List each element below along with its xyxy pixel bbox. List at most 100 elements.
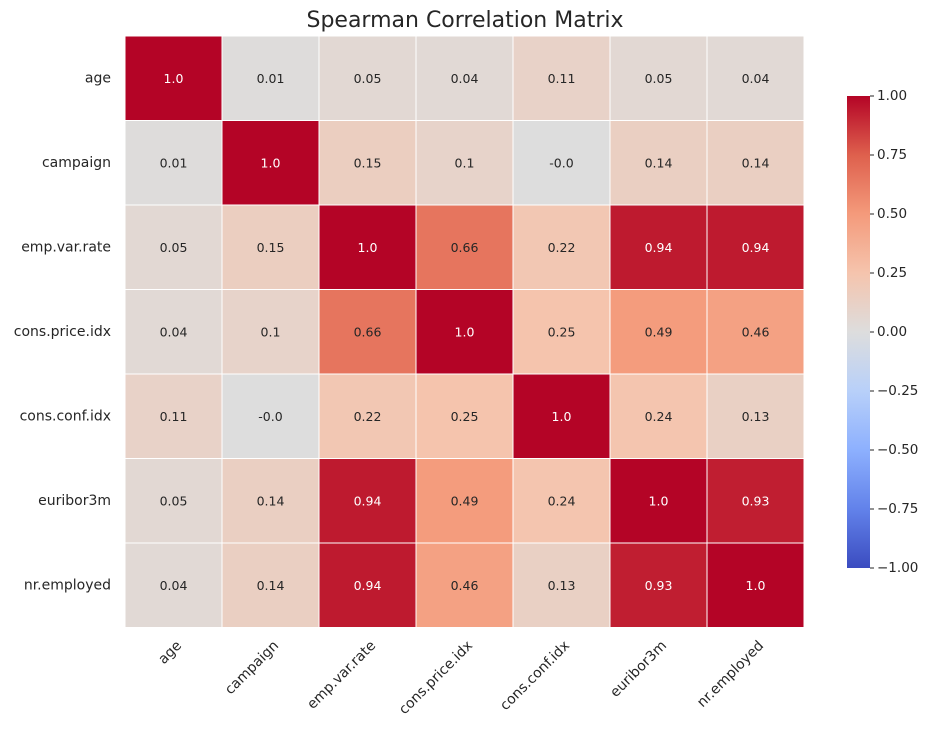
cell-value-label: 0.11 (548, 71, 576, 86)
cell-value-label: 1.0 (455, 324, 475, 339)
heatmap-cell-nr.employed-emp.var.rate (318, 542, 417, 628)
cell-value-label: 0.94 (742, 240, 770, 255)
colorbar-tick-label: −0.50 (877, 442, 918, 458)
cell-value-label: -0.0 (549, 155, 573, 170)
heatmap-cell-euribor3m-emp.var.rate (318, 458, 417, 544)
heatmap-cell-campaign-cons.conf.idx (512, 120, 611, 206)
x-tick-label: campaign (222, 638, 282, 698)
heatmap-cell-euribor3m-cons.price.idx (415, 458, 514, 544)
heatmap-cell-labels: 1.0 0.01 0.05 0.04 0.11 0.05 0.04 0.01 1.0 0.15 0.… (160, 71, 770, 593)
colorbar-tick-label: 0.00 (877, 324, 907, 340)
cell-value-label: 0.1 (261, 324, 281, 339)
cell-value-label: 0.66 (354, 324, 382, 339)
colorbar (847, 96, 870, 568)
cell-value-label: 0.14 (257, 578, 285, 593)
cell-value-label: 0.05 (160, 240, 188, 255)
x-tick-label: age (155, 638, 185, 668)
cell-value-label: 0.05 (354, 71, 382, 86)
cell-value-label: 0.11 (160, 409, 188, 424)
heatmap-cell-emp.var.rate-cons.price.idx (415, 204, 514, 290)
x-tick-label: cons.conf.idx (497, 638, 573, 714)
x-tick-label: emp.var.rate (304, 638, 379, 713)
y-tick-label: campaign (42, 155, 111, 171)
heatmap-cell-campaign-emp.var.rate (318, 120, 417, 206)
colorbar-tick-label: 1.00 (877, 88, 907, 104)
heatmap-cells (124, 35, 805, 628)
heatmap-cell-emp.var.rate-campaign (221, 204, 320, 290)
cell-value-label: -0.0 (258, 409, 282, 424)
heatmap-cell-emp.var.rate-emp.var.rate (318, 204, 417, 290)
heatmap-cell-cons.conf.idx-emp.var.rate (318, 373, 417, 459)
cell-value-label: 0.13 (548, 578, 576, 593)
heatmap-cell-euribor3m-campaign (221, 458, 320, 544)
cell-value-label: 1.0 (358, 240, 378, 255)
heatmap-cell-campaign-nr.employed (706, 120, 805, 206)
cell-value-label: 1.0 (649, 493, 669, 508)
heatmap-cell-age-age (124, 35, 223, 121)
heatmap-cell-age-emp.var.rate (318, 35, 417, 121)
cell-value-label: 0.04 (742, 71, 770, 86)
heatmap-cell-euribor3m-nr.employed (706, 458, 805, 544)
y-tick-label: cons.conf.idx (20, 408, 111, 424)
cell-value-label: 0.1 (455, 155, 475, 170)
cell-value-label: 0.04 (160, 324, 188, 339)
cell-value-label: 1.0 (164, 71, 184, 86)
cell-value-label: 0.05 (160, 493, 188, 508)
heatmap-cell-age-cons.conf.idx (512, 35, 611, 121)
colorbar-tick-label: 0.25 (877, 265, 907, 281)
heatmap-cell-cons.price.idx-campaign (221, 289, 320, 375)
cell-value-label: 0.24 (548, 493, 576, 508)
cell-value-label: 0.49 (451, 493, 479, 508)
cell-value-label: 0.46 (742, 324, 770, 339)
cell-value-label: 0.14 (742, 155, 770, 170)
y-tick-label: euribor3m (38, 493, 111, 509)
heatmap-cell-nr.employed-euribor3m (609, 542, 708, 628)
heatmap-cell-euribor3m-age (124, 458, 223, 544)
cell-value-label: 0.49 (645, 324, 673, 339)
colorbar-tick-label: −1.00 (877, 560, 918, 576)
colorbar-tick-label: 0.75 (877, 147, 907, 163)
cell-value-label: 0.15 (354, 155, 382, 170)
cell-value-label: 0.15 (257, 240, 285, 255)
cell-value-label: 0.22 (548, 240, 576, 255)
cell-value-label: 0.01 (257, 71, 285, 86)
heatmap-cell-cons.price.idx-nr.employed (706, 289, 805, 375)
heatmap-cell-age-cons.price.idx (415, 35, 514, 121)
heatmap-cell-nr.employed-cons.conf.idx (512, 542, 611, 628)
heatmap-cell-emp.var.rate-cons.conf.idx (512, 204, 611, 290)
x-axis-tick-labels: age campaign emp.var.rate cons.price.idx con… (155, 638, 767, 718)
heatmap-cell-cons.conf.idx-nr.employed (706, 373, 805, 459)
cell-value-label: 0.04 (451, 71, 479, 86)
cell-value-label: 1.0 (552, 409, 572, 424)
y-tick-label: nr.employed (24, 577, 111, 593)
cell-value-label: 0.24 (645, 409, 673, 424)
y-tick-label: emp.var.rate (21, 239, 111, 255)
cell-value-label: 0.05 (645, 71, 673, 86)
cell-value-label: 0.46 (451, 578, 479, 593)
colorbar-tick-label: −0.25 (877, 383, 918, 399)
heatmap-cell-cons.price.idx-euribor3m (609, 289, 708, 375)
cell-value-label: 1.0 (746, 578, 766, 593)
colorbar-ticks: 1.00 0.75 0.50 0.25 0.00 −0.25 −0.50 −0.75 −1.00 (870, 88, 918, 576)
heatmap-cell-cons.price.idx-cons.price.idx (415, 289, 514, 375)
heatmap-cell-campaign-euribor3m (609, 120, 708, 206)
heatmap-cell-cons.price.idx-age (124, 289, 223, 375)
cell-value-label: 0.94 (354, 578, 382, 593)
y-tick-label: age (85, 70, 111, 86)
heatmap-cell-age-campaign (221, 35, 320, 121)
heatmap-cell-age-euribor3m (609, 35, 708, 121)
cell-value-label: 0.93 (742, 493, 770, 508)
heatmap-cell-nr.employed-age (124, 542, 223, 628)
cell-value-label: 0.22 (354, 409, 382, 424)
heatmap-cell-nr.employed-nr.employed (706, 542, 805, 628)
cell-value-label: 0.94 (354, 493, 382, 508)
colorbar-tick-label: −0.75 (877, 501, 918, 517)
cell-value-label: 0.66 (451, 240, 479, 255)
y-axis-tick-labels: age campaign emp.var.rate cons.price.idx con… (14, 70, 111, 593)
heatmap-cell-campaign-age (124, 120, 223, 206)
cell-value-label: 0.25 (451, 409, 479, 424)
x-tick-label: nr.employed (694, 638, 767, 711)
cell-value-label: 0.93 (645, 578, 673, 593)
heatmap-cell-nr.employed-cons.price.idx (415, 542, 514, 628)
